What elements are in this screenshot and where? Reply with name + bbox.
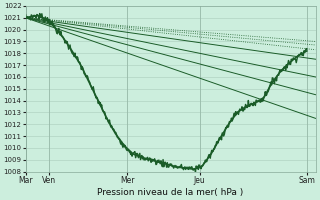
X-axis label: Pression niveau de la mer( hPa ): Pression niveau de la mer( hPa ) <box>98 188 244 197</box>
